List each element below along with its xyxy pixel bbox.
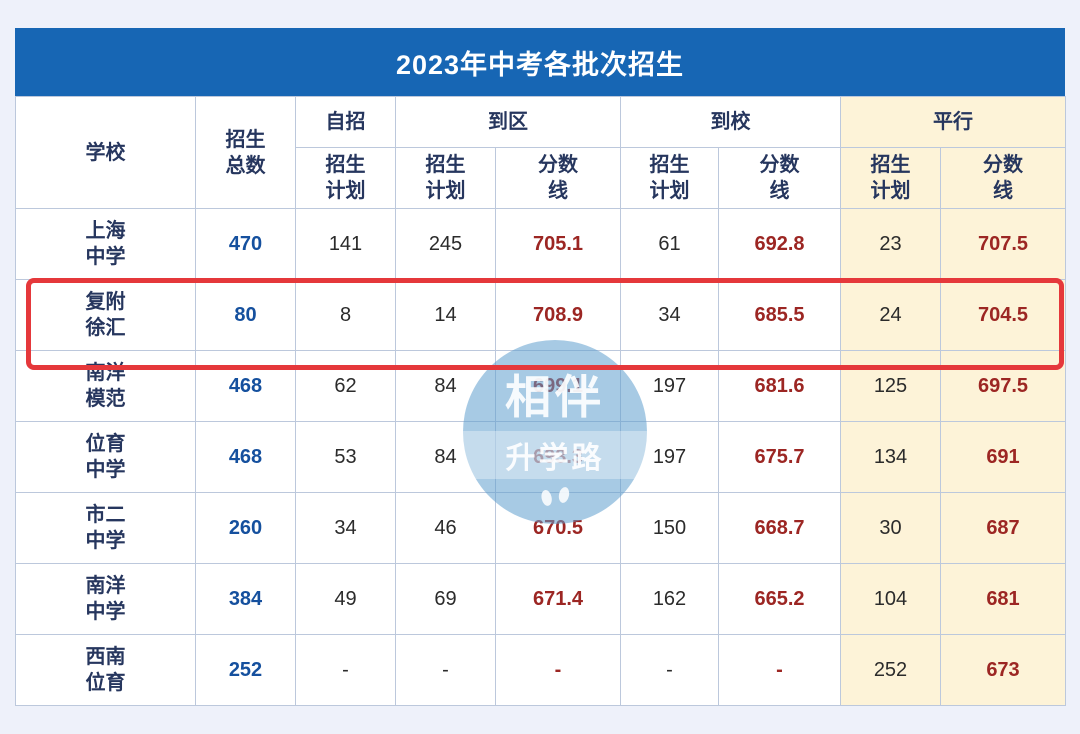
total-enrollment: 468 xyxy=(195,421,296,493)
zizhao-plan: 62 xyxy=(295,350,396,422)
group-header-zizhao: 自招 xyxy=(295,96,396,148)
pingxing-plan: 252 xyxy=(840,634,941,706)
daoqu-plan: 84 xyxy=(395,350,496,422)
daoxiao-score: 685.5 xyxy=(718,279,841,351)
table-row: 位育 中学 468 53 84 693.3 197 675.7 134 691 xyxy=(15,421,1066,493)
pingxing-plan: 125 xyxy=(840,350,941,422)
daoqu-plan: 14 xyxy=(395,279,496,351)
daoxiao-score: 668.7 xyxy=(718,492,841,564)
daoxiao-plan: - xyxy=(620,634,719,706)
daoqu-score: 670.5 xyxy=(495,492,621,564)
zizhao-plan: 141 xyxy=(295,208,396,280)
pingxing-score: 673 xyxy=(940,634,1066,706)
school-name: 西南 位育 xyxy=(15,634,196,706)
pingxing-score: 707.5 xyxy=(940,208,1066,280)
school-name: 位育 中学 xyxy=(15,421,196,493)
pingxing-plan: 24 xyxy=(840,279,941,351)
admissions-table: 学校 招生 总数 自招 到区 到校 平行 招生 计划 招生 计划 分数 线 招生… xyxy=(15,96,1066,706)
total-enrollment: 384 xyxy=(195,563,296,635)
pingxing-score: 687 xyxy=(940,492,1066,564)
page-title: 2023年中考各批次招生 xyxy=(15,28,1065,96)
group-header-daoqu: 到区 xyxy=(395,96,621,148)
pingxing-score: 691 xyxy=(940,421,1066,493)
table-row: 南洋 中学 384 49 69 671.4 162 665.2 104 681 xyxy=(15,563,1066,635)
daoxiao-score: 692.8 xyxy=(718,208,841,280)
subheader-daoqu-plan: 招生 计划 xyxy=(395,147,496,209)
total-enrollment: 260 xyxy=(195,492,296,564)
daoqu-score: 708.9 xyxy=(495,279,621,351)
school-name: 上海 中学 xyxy=(15,208,196,280)
daoqu-plan: 46 xyxy=(395,492,496,564)
admissions-card: 2023年中考各批次招生 学校 招生 总数 自招 到区 到校 平行 招生 计划 … xyxy=(15,28,1066,706)
subheader-daoqu-score: 分数 线 xyxy=(495,147,621,209)
daoqu-score: 671.4 xyxy=(495,563,621,635)
subheader-zizhao-plan: 招生 计划 xyxy=(295,147,396,209)
daoxiao-plan: 162 xyxy=(620,563,719,635)
zizhao-plan: 34 xyxy=(295,492,396,564)
daoqu-plan: - xyxy=(395,634,496,706)
zizhao-plan: 49 xyxy=(295,563,396,635)
table-row-highlighted: 复附 徐汇 80 8 14 708.9 34 685.5 24 704.5 xyxy=(15,279,1066,351)
pingxing-plan: 134 xyxy=(840,421,941,493)
table-row: 西南 位育 252 - - - - - 252 673 xyxy=(15,634,1066,706)
daoxiao-score: 665.2 xyxy=(718,563,841,635)
subheader-pingxing-score: 分数 线 xyxy=(940,147,1066,209)
column-header-total: 招生 总数 xyxy=(195,96,296,209)
zizhao-plan: - xyxy=(295,634,396,706)
header-group-row: 学校 招生 总数 自招 到区 到校 平行 xyxy=(15,96,1066,209)
table-row: 上海 中学 470 141 245 705.1 61 692.8 23 707.… xyxy=(15,208,1066,280)
daoqu-score: - xyxy=(495,634,621,706)
table-row: 南洋 模范 468 62 84 699.1 197 681.6 125 697.… xyxy=(15,350,1066,422)
daoqu-score: 705.1 xyxy=(495,208,621,280)
daoxiao-score: - xyxy=(718,634,841,706)
pingxing-score: 697.5 xyxy=(940,350,1066,422)
subheader-daoxiao-score: 分数 线 xyxy=(718,147,841,209)
daoqu-score: 699.1 xyxy=(495,350,621,422)
zizhao-plan: 8 xyxy=(295,279,396,351)
pingxing-plan: 30 xyxy=(840,492,941,564)
subheader-pingxing-plan: 招生 计划 xyxy=(840,147,941,209)
column-header-school: 学校 xyxy=(15,96,196,209)
school-name: 南洋 中学 xyxy=(15,563,196,635)
daoxiao-score: 675.7 xyxy=(718,421,841,493)
group-header-daoxiao: 到校 xyxy=(620,96,841,148)
header-sub-row: 招生 计划 招生 计划 分数 线 招生 计划 分数 线 招生 计划 分数 线 xyxy=(16,147,1066,209)
daoxiao-score: 681.6 xyxy=(718,350,841,422)
daoxiao-plan: 197 xyxy=(620,350,719,422)
daoqu-score: 693.3 xyxy=(495,421,621,493)
daoxiao-plan: 197 xyxy=(620,421,719,493)
pingxing-score: 704.5 xyxy=(940,279,1066,351)
total-enrollment: 80 xyxy=(195,279,296,351)
daoqu-plan: 84 xyxy=(395,421,496,493)
total-enrollment: 468 xyxy=(195,350,296,422)
total-enrollment: 470 xyxy=(195,208,296,280)
daoxiao-plan: 61 xyxy=(620,208,719,280)
pingxing-score: 681 xyxy=(940,563,1066,635)
daoqu-plan: 69 xyxy=(395,563,496,635)
daoqu-plan: 245 xyxy=(395,208,496,280)
school-name: 市二 中学 xyxy=(15,492,196,564)
school-name: 复附 徐汇 xyxy=(15,279,196,351)
total-enrollment: 252 xyxy=(195,634,296,706)
zizhao-plan: 53 xyxy=(295,421,396,493)
group-header-pingxing: 平行 xyxy=(840,96,1066,148)
subheader-daoxiao-plan: 招生 计划 xyxy=(620,147,719,209)
pingxing-plan: 23 xyxy=(840,208,941,280)
table-row: 市二 中学 260 34 46 670.5 150 668.7 30 687 xyxy=(15,492,1066,564)
daoxiao-plan: 34 xyxy=(620,279,719,351)
pingxing-plan: 104 xyxy=(840,563,941,635)
daoxiao-plan: 150 xyxy=(620,492,719,564)
school-name: 南洋 模范 xyxy=(15,350,196,422)
